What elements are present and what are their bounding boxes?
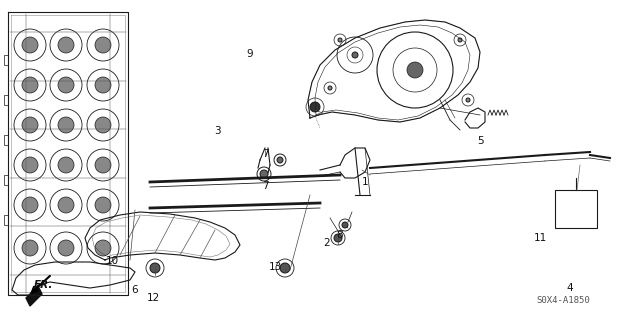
Text: 11: 11 (534, 233, 547, 244)
Circle shape (310, 102, 320, 112)
Circle shape (58, 77, 74, 93)
Circle shape (95, 77, 111, 93)
Circle shape (260, 170, 268, 178)
Text: 10: 10 (106, 256, 118, 266)
Circle shape (58, 240, 74, 256)
Circle shape (22, 117, 38, 133)
Circle shape (352, 52, 358, 58)
Circle shape (277, 157, 283, 163)
Circle shape (22, 240, 38, 256)
Text: 13: 13 (269, 262, 282, 272)
Text: 1: 1 (362, 177, 368, 188)
Text: 5: 5 (477, 136, 483, 146)
Text: 9: 9 (246, 49, 253, 60)
Text: 3: 3 (214, 126, 221, 136)
Circle shape (95, 37, 111, 53)
Circle shape (407, 62, 423, 78)
Text: 4: 4 (566, 283, 573, 293)
Text: 6: 6 (131, 284, 138, 295)
Circle shape (58, 37, 74, 53)
Circle shape (22, 157, 38, 173)
Circle shape (328, 86, 332, 90)
Circle shape (22, 197, 38, 213)
Text: 7: 7 (262, 180, 269, 191)
Circle shape (280, 263, 290, 273)
Circle shape (95, 117, 111, 133)
Text: 12: 12 (147, 292, 160, 303)
Circle shape (58, 117, 74, 133)
Circle shape (58, 157, 74, 173)
Text: 7: 7 (262, 148, 269, 159)
Circle shape (338, 38, 342, 42)
Circle shape (58, 197, 74, 213)
Text: S0X4-A1850: S0X4-A1850 (536, 296, 590, 305)
Circle shape (95, 157, 111, 173)
Text: 8: 8 (336, 230, 342, 240)
Circle shape (342, 222, 348, 228)
Circle shape (22, 77, 38, 93)
Circle shape (95, 240, 111, 256)
Circle shape (458, 38, 462, 42)
Circle shape (466, 98, 470, 102)
Text: 2: 2 (323, 238, 330, 248)
Circle shape (150, 263, 160, 273)
Circle shape (22, 37, 38, 53)
Text: FR.: FR. (34, 280, 53, 290)
Bar (555, 190, 597, 228)
Circle shape (334, 234, 342, 242)
Polygon shape (26, 286, 42, 306)
Circle shape (95, 197, 111, 213)
